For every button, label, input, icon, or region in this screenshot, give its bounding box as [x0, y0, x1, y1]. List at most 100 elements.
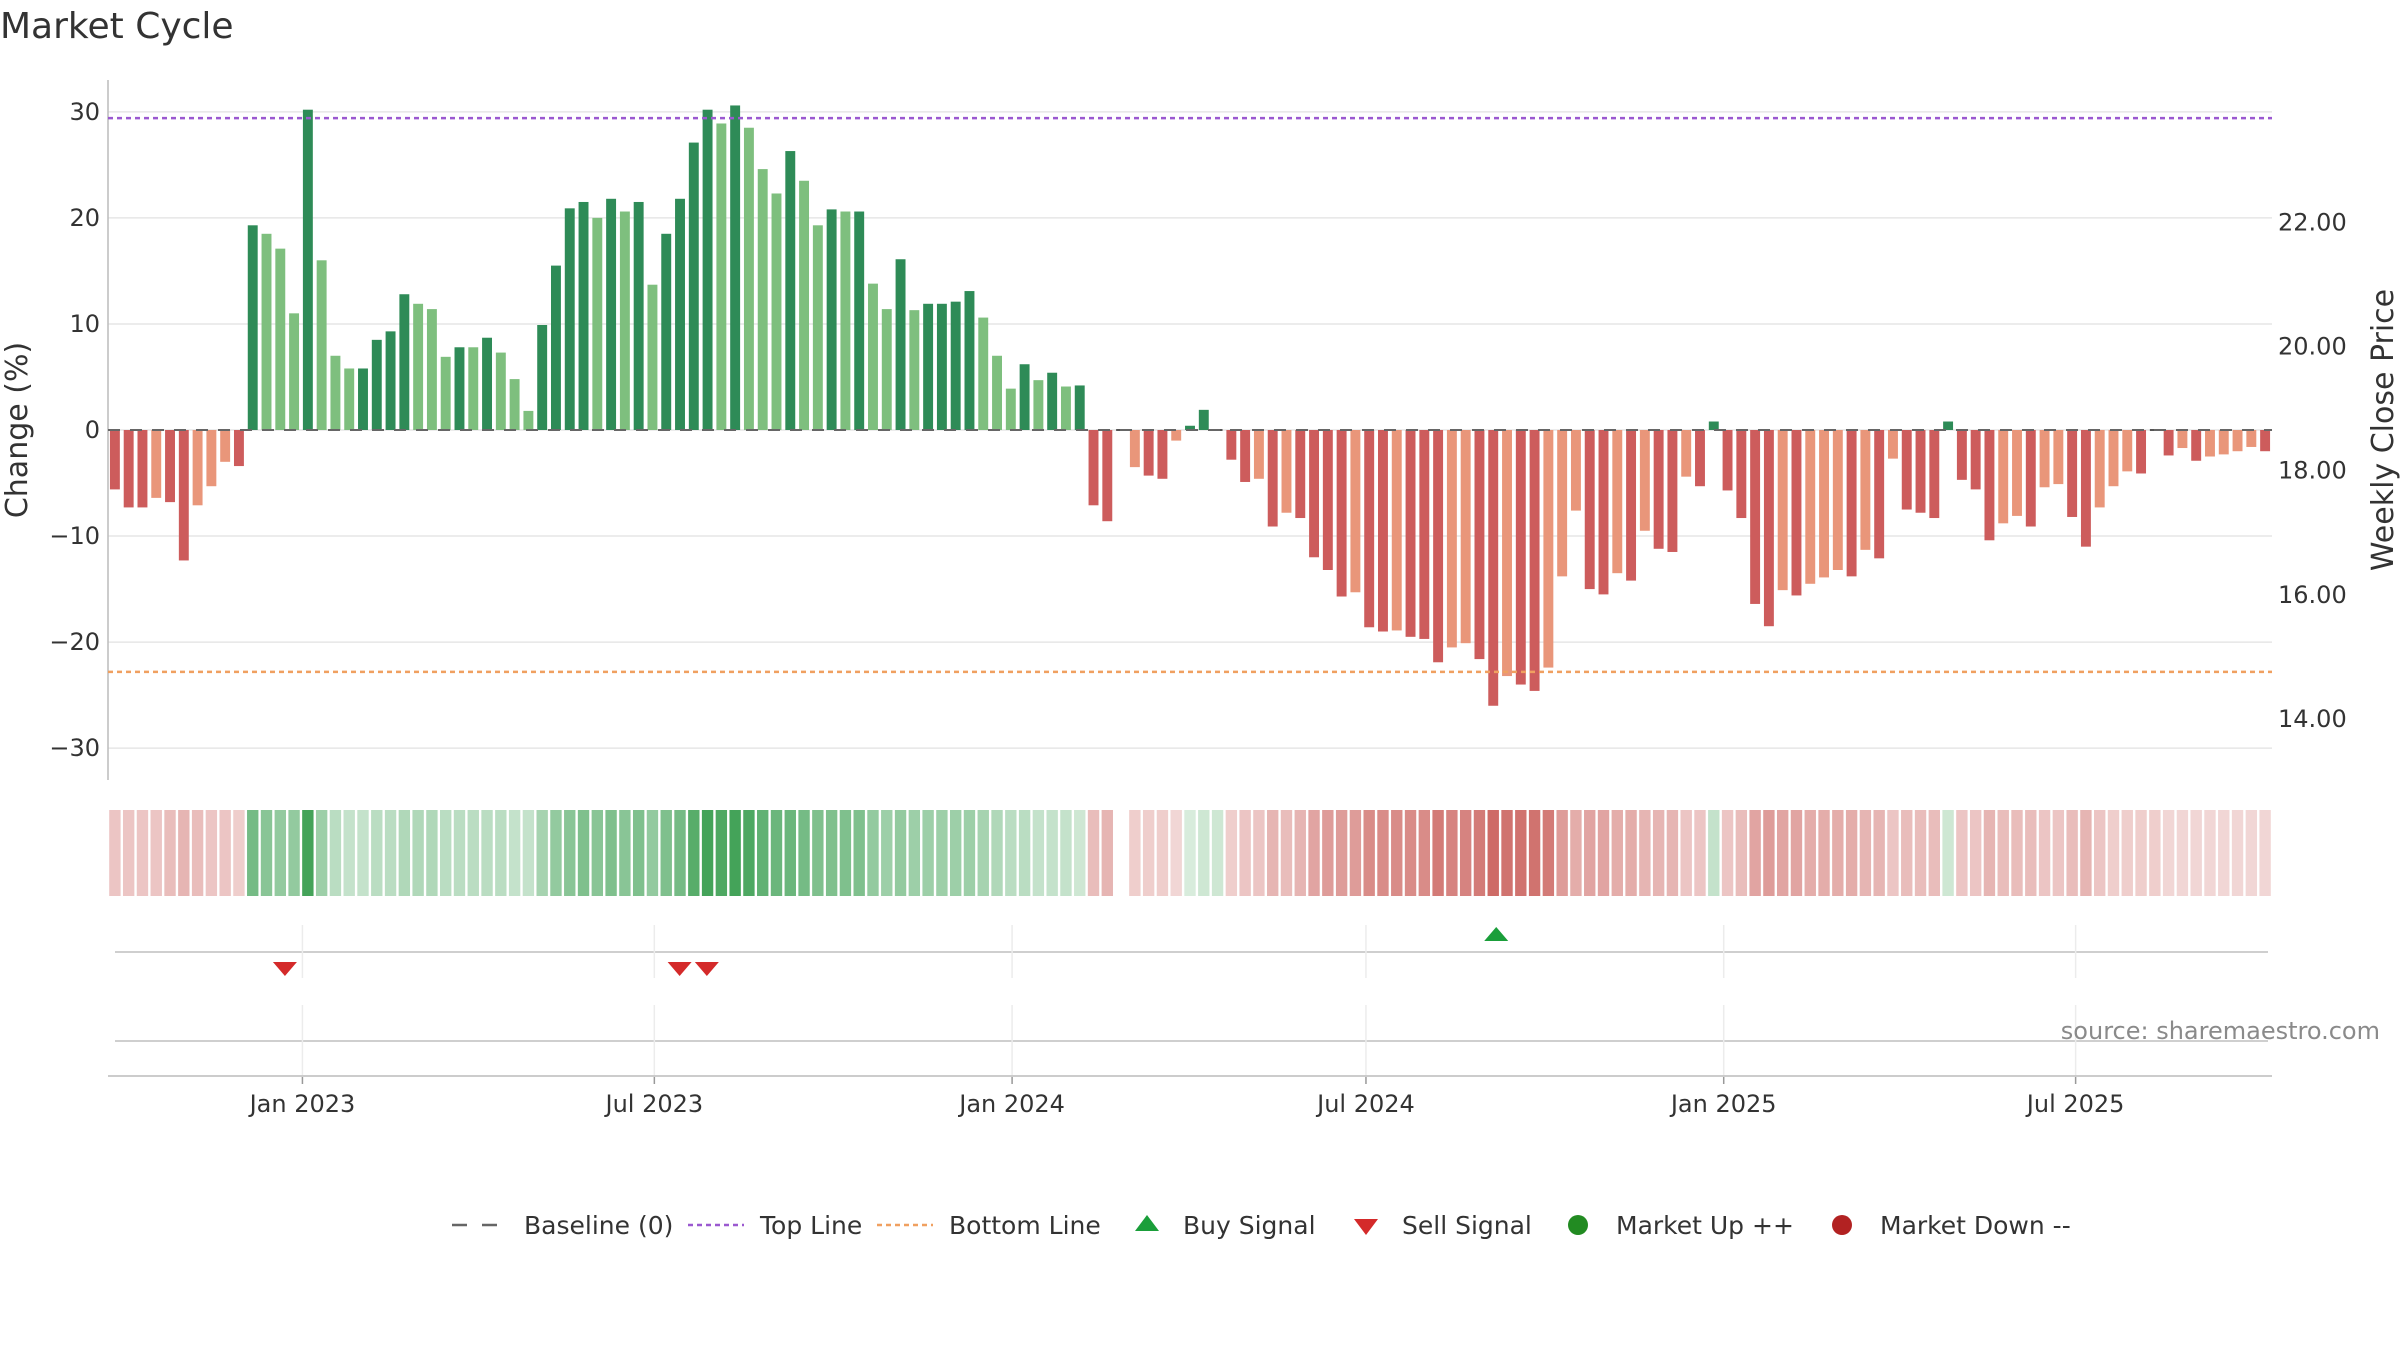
- bar: [2232, 430, 2243, 452]
- legend-swatch: [1354, 1219, 1378, 1235]
- bar: [743, 127, 754, 431]
- strip-cell: [619, 810, 631, 896]
- bar: [109, 430, 120, 490]
- x-tick-label: Jul 2025: [2025, 1090, 2125, 1118]
- x-axis: Jan 2023 Jul 2023 Jan 2024 Jul 2024 Jan 2025…: [108, 1075, 2272, 1118]
- strip-cell: [481, 810, 493, 896]
- legend-label: Sell Signal: [1402, 1211, 1532, 1240]
- strip-cell: [288, 810, 300, 896]
- strip-cell: [1087, 810, 1100, 896]
- strip-cell: [2066, 810, 2078, 896]
- strip-cell: [2094, 810, 2106, 896]
- legend-label: Bottom Line: [949, 1211, 1101, 1240]
- strip-cell: [1515, 810, 1527, 896]
- bar: [1226, 430, 1237, 460]
- bar: [247, 225, 258, 430]
- y-tick-label: −30: [49, 734, 100, 762]
- strip-cell: [1142, 810, 1155, 896]
- strip-cell: [1556, 810, 1568, 896]
- strip-cell: [1487, 810, 1499, 896]
- bar: [178, 430, 189, 561]
- bar: [992, 355, 1002, 430]
- bar: [1185, 425, 1195, 430]
- bar: [206, 430, 217, 487]
- legend-item-bottom_line: Bottom Line: [877, 1211, 1101, 1240]
- strip-cell: [1763, 810, 1775, 896]
- strip-cell: [674, 810, 686, 896]
- strip-cell: [164, 810, 176, 896]
- bar: [1667, 430, 1678, 552]
- strip-cell: [1666, 810, 1679, 896]
- bar: [523, 410, 534, 430]
- strip-cell: [2162, 810, 2175, 896]
- strip-cell: [2135, 810, 2147, 896]
- strip-cell: [1046, 810, 1058, 896]
- bar: [192, 430, 203, 506]
- bar: [1612, 430, 1623, 574]
- strip-cell: [922, 810, 934, 896]
- strip-cell: [963, 810, 976, 896]
- legend-label: Buy Signal: [1183, 1211, 1316, 1240]
- strip-cell: [1804, 810, 1816, 896]
- strip-cell: [2190, 810, 2202, 896]
- bar: [1267, 430, 1278, 527]
- strip-cell: [1639, 810, 1651, 896]
- strip-cell: [467, 810, 479, 896]
- bar: [702, 109, 713, 431]
- strip-cell: [1501, 810, 1513, 896]
- bar: [619, 211, 630, 430]
- strip-cell: [1721, 810, 1734, 896]
- bar: [1777, 430, 1788, 591]
- bar: [2122, 430, 2133, 472]
- strip-cell: [2259, 810, 2271, 896]
- bar: [1405, 430, 1416, 637]
- strip-cell: [936, 810, 948, 896]
- strip-cell: [701, 810, 714, 896]
- legend: Baseline (0) Top Line Bottom Line Buy Signa…: [452, 1211, 2071, 1240]
- legend-item-top_line: Top Line: [688, 1211, 862, 1240]
- bar: [978, 317, 989, 430]
- bar: [1005, 388, 1016, 430]
- strip-cell: [1887, 810, 1899, 896]
- strip-cell: [881, 810, 893, 896]
- strip-cell: [1101, 810, 1113, 896]
- strip-cell: [1018, 810, 1031, 896]
- legend-item-market_down: Market Down --: [1832, 1211, 2071, 1240]
- strip-cell: [908, 810, 921, 896]
- bar: [1102, 430, 1113, 522]
- strip-cell: [1845, 810, 1858, 896]
- bar: [1460, 430, 1471, 644]
- legend-item-market_up: Market Up ++: [1568, 1211, 1794, 1240]
- strip-cell: [1225, 810, 1238, 896]
- strip-cell: [646, 810, 659, 896]
- strip-cell: [632, 810, 645, 896]
- x-tick-label: Jan 2023: [248, 1090, 356, 1118]
- strip-cell: [1074, 810, 1086, 896]
- strip-cell: [853, 810, 865, 896]
- strip-cell: [384, 810, 397, 896]
- strip-cell: [1377, 810, 1389, 896]
- legend-label: Baseline (0): [524, 1211, 673, 1240]
- strip-cell: [522, 810, 535, 896]
- strip-cell: [426, 810, 438, 896]
- bar: [220, 430, 231, 462]
- chart-title: Market Cycle: [0, 6, 234, 47]
- strip-cell: [949, 810, 962, 896]
- strip-cell: [302, 810, 314, 896]
- strip-cell: [274, 810, 286, 896]
- bar: [550, 265, 561, 430]
- bar: [1887, 430, 1898, 459]
- strip-cell: [1060, 810, 1072, 896]
- legend-swatch: [1568, 1215, 1588, 1235]
- strip-cell: [1156, 810, 1169, 896]
- bar: [923, 303, 934, 430]
- strip-cell: [1818, 810, 1830, 896]
- bar: [1378, 430, 1388, 632]
- bar: [1419, 430, 1430, 639]
- strip-cell: [894, 810, 907, 896]
- bar: [399, 294, 410, 430]
- bar: [289, 313, 300, 430]
- strip-cell: [1735, 810, 1748, 896]
- strip-cell: [1901, 810, 1913, 896]
